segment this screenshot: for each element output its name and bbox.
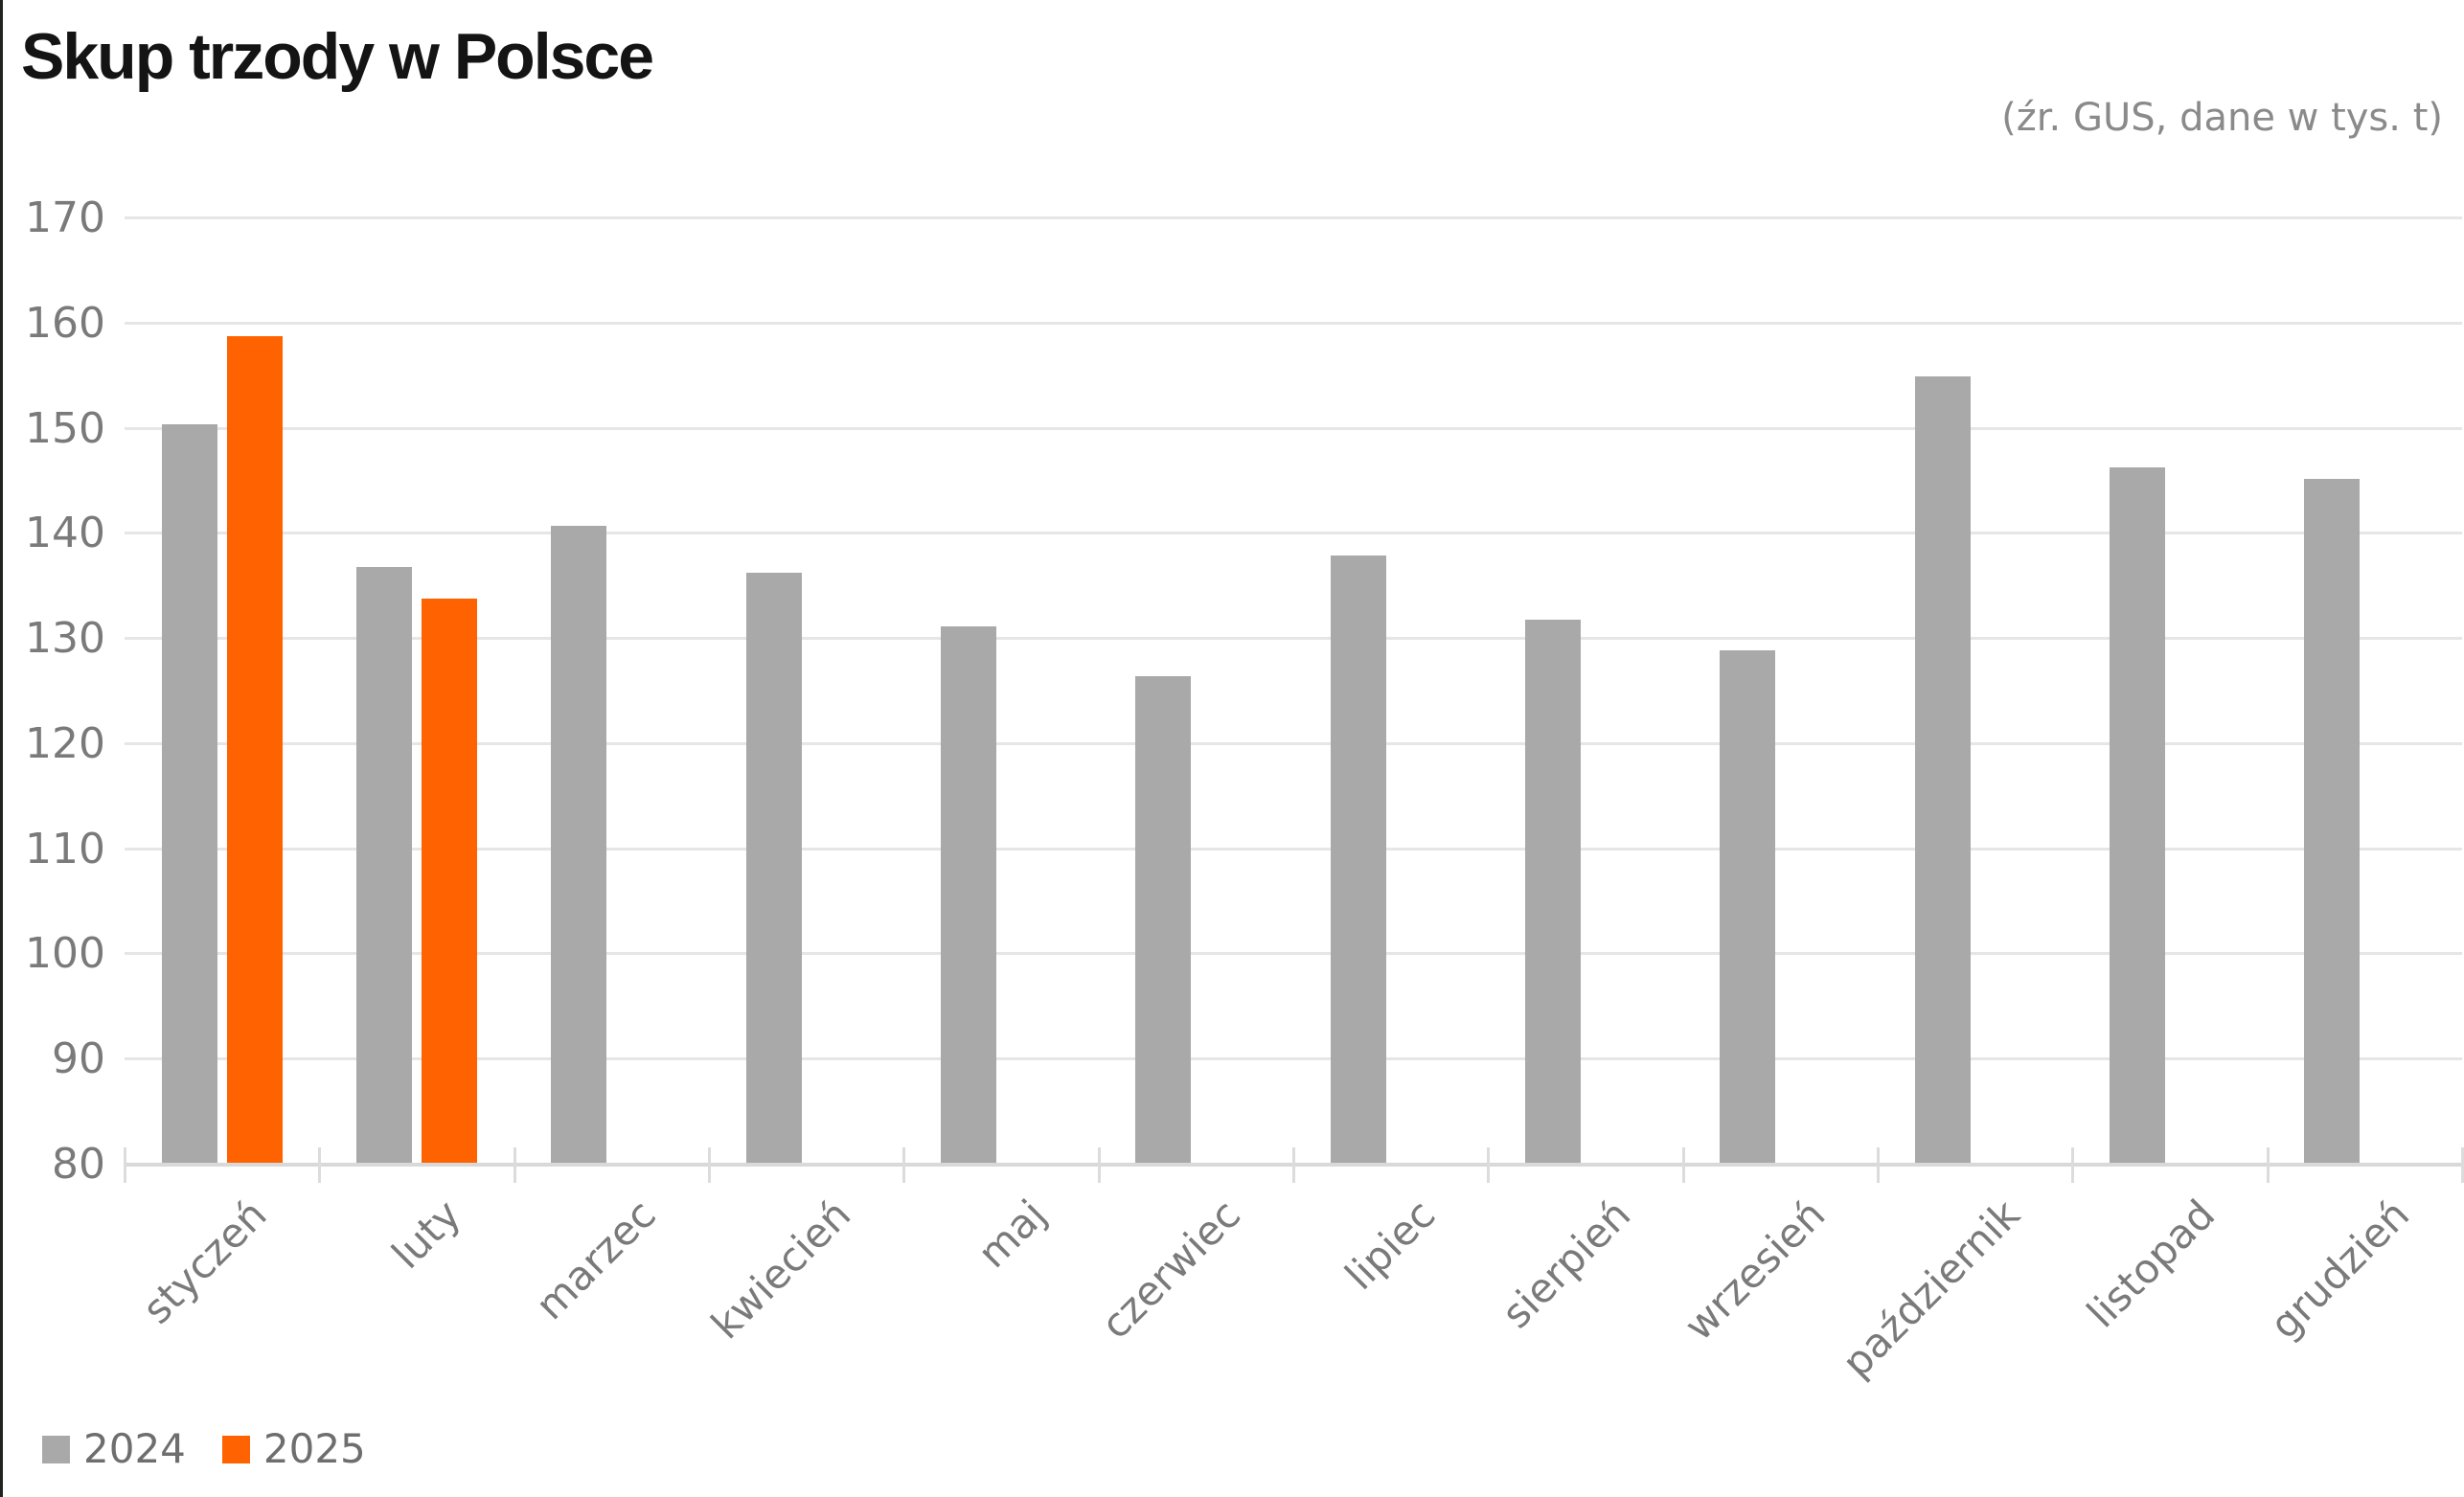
y-axis-label: 80 <box>52 1140 105 1189</box>
legend-swatch-2025 <box>221 1435 250 1463</box>
x-axis-tick <box>1877 1147 1880 1183</box>
y-axis-label: 130 <box>25 614 105 664</box>
bar-2024-czerwiec <box>1135 675 1192 1165</box>
bar-group: październik <box>1833 218 2072 1386</box>
bar-2025-luty <box>421 599 477 1165</box>
x-axis-tick <box>1681 1147 1685 1183</box>
bar-2024-lipiec <box>1330 556 1386 1165</box>
x-axis-tick <box>124 1147 126 1183</box>
gridline <box>125 426 2462 430</box>
x-axis-tick <box>708 1147 711 1183</box>
x-axis-label: grudzień <box>2260 1191 2419 1349</box>
chart-title: Skup trzody w Polsce <box>21 20 654 93</box>
bar-group: grudzień <box>2261 218 2462 1348</box>
y-axis-label: 90 <box>52 1034 105 1084</box>
bar-2024-grudzień <box>2304 479 2361 1165</box>
legend-swatch-2024 <box>42 1435 70 1463</box>
bar-group: czerwiec <box>1092 218 1293 1348</box>
legend-item-2025: 2025 <box>221 1425 366 1472</box>
window-left-edge <box>0 0 3 1497</box>
bar-2024-wrzesień <box>1720 650 1776 1165</box>
x-axis-tick <box>902 1147 906 1183</box>
x-axis-tick <box>2461 1147 2464 1183</box>
bar-2024-luty <box>355 567 412 1165</box>
bar-group: sierpień <box>1488 218 1682 1337</box>
bar-group: luty <box>319 218 513 1278</box>
y-axis-label: 170 <box>25 193 105 242</box>
x-axis-label: lipiec <box>1335 1191 1445 1300</box>
x-axis-label: styczeń <box>133 1191 276 1333</box>
y-axis-labels: 80 90 100 110 120 130 140 150 160 170 <box>0 197 105 1186</box>
y-axis-label: 120 <box>25 718 105 768</box>
x-axis-tick <box>513 1147 516 1183</box>
bar-2024-kwiecień <box>745 572 802 1165</box>
gridline <box>125 321 2462 325</box>
bar-group: maj <box>903 218 1098 1277</box>
gridline <box>125 532 2462 535</box>
gridline <box>125 1057 2462 1061</box>
bar-group: marzec <box>514 218 709 1328</box>
gridline <box>125 637 2462 641</box>
bar-2024-marzec <box>551 525 607 1165</box>
x-axis-label: maj <box>968 1191 1055 1278</box>
bar-group: lipiec <box>1293 218 1488 1299</box>
legend-label: 2024 <box>83 1425 186 1472</box>
source-note: (źr. GUS, dane w tys. t) <box>2001 96 2443 140</box>
gridline <box>125 216 2462 219</box>
y-axis-label: 150 <box>25 403 105 453</box>
x-axis-tick <box>2266 1147 2270 1183</box>
legend-item-2024: 2024 <box>42 1429 186 1469</box>
x-axis-tick <box>2071 1147 2075 1183</box>
x-axis-tick <box>1292 1147 1295 1183</box>
x-axis-tick <box>1097 1147 1101 1183</box>
plot-area: styczeń luty marzec kwiecień maj czerwiec lipi… <box>124 216 2464 1386</box>
bar-2024-sierpień <box>1524 620 1581 1165</box>
bar-group: wrzesień <box>1675 218 1878 1350</box>
x-axis-label: marzec <box>526 1191 666 1329</box>
legend: 2024 2025 <box>42 1429 366 1469</box>
x-axis-label: wrzesień <box>1675 1191 1835 1350</box>
legend-label: 2025 <box>262 1425 366 1472</box>
bar-2024-październik <box>1914 375 1971 1165</box>
bar-2024-styczeń <box>161 424 217 1165</box>
y-axis-label: 110 <box>25 824 105 873</box>
x-axis-label: listopad <box>2077 1191 2224 1337</box>
bar-2025-styczeń <box>226 335 283 1165</box>
x-axis-label: październik <box>1833 1191 2029 1387</box>
x-axis-label: sierpień <box>1492 1191 1639 1338</box>
bar-group: styczeń <box>125 218 319 1333</box>
y-axis-label: 160 <box>25 298 105 348</box>
y-axis-label: 140 <box>25 509 105 558</box>
gridline <box>125 741 2462 745</box>
x-axis-tick <box>1487 1147 1491 1183</box>
gridline <box>125 952 2462 956</box>
y-axis-label: 100 <box>25 929 105 979</box>
bar-series: styczeń luty marzec kwiecień maj czerwiec lipi… <box>125 218 2462 1386</box>
bar-group: kwiecień <box>702 218 903 1349</box>
bar-group: listopad <box>2072 218 2267 1337</box>
bar-2024-maj <box>940 625 996 1165</box>
x-axis-label: czerwiec <box>1091 1191 1250 1349</box>
x-axis-tick <box>318 1147 322 1183</box>
x-axis-label: kwiecień <box>702 1191 860 1349</box>
gridline <box>125 847 2462 851</box>
x-axis-label: luty <box>382 1191 470 1279</box>
bar-2024-listopad <box>2109 467 2165 1165</box>
